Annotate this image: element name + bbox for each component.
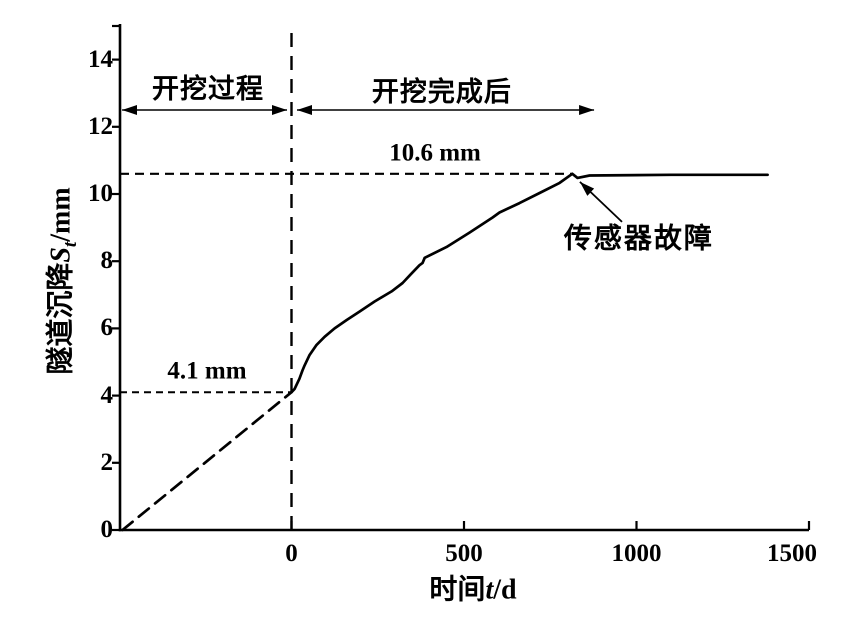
sensor-failure-arrow [579, 181, 623, 223]
y-tick-label: 12 [88, 112, 113, 140]
initial-settlement-value-label: 4.1 mm [167, 357, 247, 385]
annotation-arrows [122, 105, 623, 223]
x-axis-title-text: 时间 [429, 574, 486, 606]
x-tick-label: 0 [285, 540, 298, 567]
x-tick-label: 500 [445, 540, 483, 567]
y-axis-title-symbol: S [45, 247, 77, 263]
y-tick-label: 8 [100, 247, 114, 275]
y-tick-label: 0 [100, 516, 114, 543]
tunnel-settlement-curve [290, 172, 769, 394]
reference-lines [120, 30, 574, 530]
x-tick-label: 1000 [611, 540, 662, 567]
y-axis-title-text: 隧道沉降 [45, 262, 77, 375]
axes [112, 24, 811, 532]
plateau-value-label: 10.6 mm [389, 139, 481, 167]
x-axis-title: 时间t/d [429, 574, 517, 607]
y-tick-label: 2 [100, 448, 114, 476]
data-series [121, 172, 769, 532]
y-tick-label: 14 [88, 45, 113, 73]
y-axis-title: 隧道沉降St/mm [45, 187, 81, 375]
y-axis-title-subscript: t [59, 241, 81, 248]
sensor-failure-label: 传感器故障 [563, 223, 714, 255]
x-axis-title-symbol: t [485, 574, 494, 606]
y-tick-label: 4 [100, 381, 114, 409]
x-axis-title-unit: /d [493, 574, 517, 606]
y-axis-title-unit: /mm [45, 187, 77, 242]
x-tick-label: 1500 [767, 540, 817, 567]
post-excavation-phase-label: 开挖完成后 [371, 77, 512, 108]
y-tick-label: 6 [100, 314, 114, 342]
y-tick-label: 10 [88, 180, 113, 207]
excavation-extrapolation-curve [121, 390, 293, 532]
excavation-phase-label: 开挖过程 [152, 73, 264, 104]
